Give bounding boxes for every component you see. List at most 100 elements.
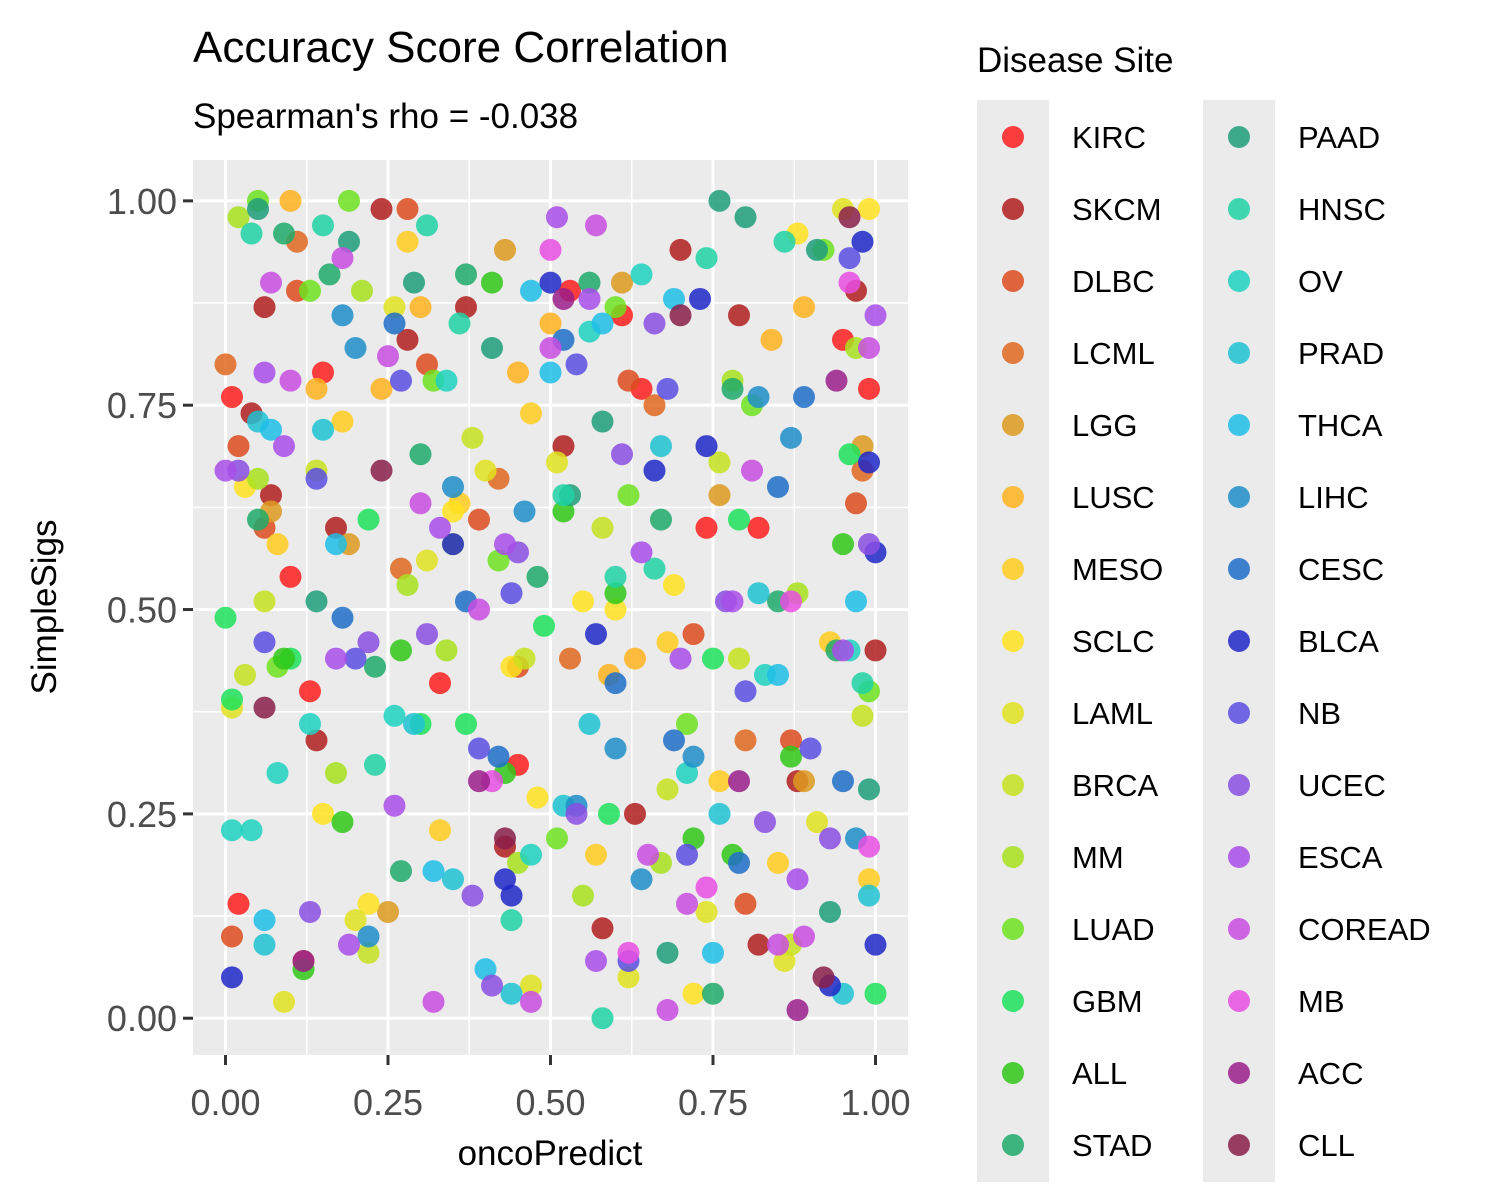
data-point [637, 843, 659, 866]
data-point [494, 238, 516, 261]
data-point [858, 835, 880, 858]
data-point [695, 900, 718, 923]
legend-label: SCLC [1072, 624, 1155, 659]
data-point [214, 459, 237, 482]
axis-ticks: 0.00 0.00 0.25 0.25 0.50 0.50 0.75 0.75 1.00 1.00 [107, 181, 911, 1123]
legend-label: LUSC [1072, 480, 1155, 515]
data-point [370, 198, 393, 221]
legend-key [1002, 918, 1024, 940]
legend-key [1228, 270, 1250, 292]
data-point [773, 230, 796, 253]
legend-label: CESC [1298, 552, 1384, 587]
data-point [793, 925, 815, 948]
data-point [617, 941, 640, 964]
data-point [253, 590, 276, 613]
data-point [429, 516, 451, 539]
legend-key [1002, 486, 1024, 508]
data-point [364, 655, 386, 678]
data-point [357, 941, 380, 964]
data-point [273, 990, 295, 1013]
data-point [279, 565, 302, 588]
data-point [643, 557, 666, 580]
legend-title: Disease Site [977, 41, 1173, 80]
data-point [656, 941, 679, 964]
data-point [500, 582, 523, 605]
legend-label: GBM [1072, 984, 1143, 1019]
data-point [520, 843, 542, 866]
data-point [344, 647, 367, 670]
data-point [793, 296, 815, 319]
data-point [617, 966, 640, 989]
data-point [273, 222, 295, 245]
data-point [221, 966, 243, 989]
data-point [786, 999, 809, 1022]
data-point [851, 704, 874, 727]
legend-label: LUAD [1072, 912, 1155, 947]
data-point [461, 426, 484, 449]
data-point [819, 827, 841, 850]
legend-key [1002, 774, 1024, 796]
data-point [520, 974, 542, 997]
legend-label: PRAD [1298, 336, 1384, 371]
data-point [227, 892, 250, 915]
data-point [864, 304, 887, 327]
data-point [806, 238, 828, 261]
data-point [825, 369, 848, 392]
data-point [676, 892, 698, 915]
x-axis-title: oncoPredict [458, 1134, 643, 1173]
data-point [767, 851, 789, 874]
x-tick-label: 0.75 [678, 1082, 748, 1123]
data-point [630, 868, 653, 891]
data-point [728, 770, 750, 793]
data-point [513, 500, 536, 523]
data-point [331, 410, 354, 433]
data-point [747, 933, 770, 956]
data-point [409, 492, 432, 515]
data-point [858, 451, 880, 474]
data-point [403, 271, 425, 294]
data-point [390, 639, 412, 662]
data-point [708, 189, 731, 212]
data-point [253, 361, 276, 384]
data-point [728, 647, 750, 670]
data-point [416, 623, 438, 646]
data-point [468, 737, 490, 760]
data-point [721, 377, 744, 400]
data-point [552, 484, 575, 507]
data-point [299, 900, 321, 923]
data-point [591, 917, 614, 940]
data-point [396, 198, 419, 221]
y-tick-label: 0.75 [107, 385, 177, 426]
legend-key [1002, 846, 1024, 868]
data-point [734, 206, 757, 229]
data-point [591, 1007, 614, 1030]
data-point [708, 451, 731, 474]
legend-key [1228, 1134, 1250, 1156]
data-point [695, 516, 718, 539]
data-point [851, 230, 874, 253]
data-point [682, 623, 705, 646]
legend-label: LAML [1072, 696, 1153, 731]
legend-key [1002, 702, 1024, 724]
legend-key [1228, 126, 1250, 148]
data-point [546, 451, 568, 474]
data-point [403, 712, 425, 735]
data-point [494, 533, 516, 556]
data-point [383, 794, 406, 817]
data-point [364, 753, 386, 776]
data-point [650, 508, 672, 531]
data-point [812, 966, 835, 989]
data-point [396, 328, 419, 351]
data-point [708, 770, 731, 793]
data-point [728, 851, 750, 874]
data-point [416, 214, 438, 237]
legend-label: MM [1072, 840, 1124, 875]
data-point [858, 868, 880, 891]
data-point [832, 533, 854, 556]
data-point [240, 819, 263, 842]
data-point [604, 296, 627, 319]
data-point [572, 590, 594, 613]
data-point [299, 680, 321, 703]
data-point [624, 802, 646, 825]
